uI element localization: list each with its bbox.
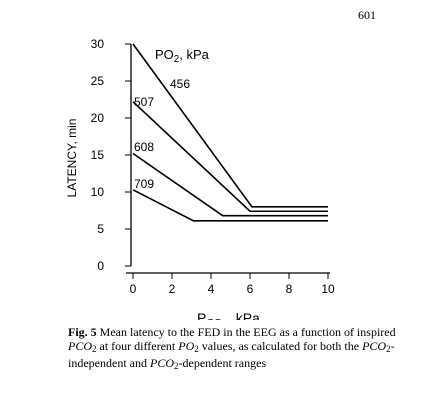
label-part: P	[197, 310, 206, 320]
caption: Fig. 5 Mean latency to the FED in the EE…	[68, 325, 408, 373]
caption-text: 2	[92, 344, 97, 354]
label-part: 2	[174, 54, 179, 65]
caption-text: P	[362, 339, 370, 353]
caption-line: Fig. 5 Mean latency to the FED in the EE…	[68, 325, 408, 339]
caption-line: independent and PCO2-dependent ranges	[68, 356, 408, 373]
caption-text: 2	[174, 361, 179, 371]
caption-text: P	[149, 356, 158, 370]
y-tick-label: 20	[91, 111, 105, 125]
caption-text: P	[68, 339, 76, 353]
series-label: 456	[170, 77, 190, 91]
y-tick-label: 10	[91, 185, 105, 199]
series-label: 709	[134, 177, 154, 191]
line	[132, 43, 328, 208]
label-part: CO	[206, 317, 222, 320]
caption-text: Mean latency to the FED in the EEG as a …	[96, 325, 396, 339]
x-tick-label: 6	[247, 282, 254, 296]
caption-text: independent and	[68, 356, 150, 370]
y-tick-label: 15	[91, 148, 105, 162]
line	[132, 101, 328, 213]
caption-text: Fig. 5	[68, 325, 97, 339]
y-axis-label: LATENCY, min	[65, 119, 79, 198]
caption-text: 2	[386, 344, 391, 354]
y-tick-label: 0	[97, 259, 104, 273]
label-part: , kPa	[228, 310, 260, 320]
caption-text: CO	[369, 339, 387, 353]
caption-line: PCO2 at four different PO2 values, as ca…	[68, 339, 408, 356]
caption-text: 2	[194, 344, 199, 354]
series-label: 608	[134, 140, 154, 154]
y-tick-label: 5	[97, 222, 104, 236]
label: PO2, kPa	[155, 47, 210, 65]
caption-text: CO	[75, 339, 93, 353]
page-number: 601	[358, 8, 376, 22]
label: PCO2, kPa	[197, 310, 260, 320]
caption-text: values, as calculated for both the	[198, 339, 363, 353]
y-tick-label: 25	[91, 74, 105, 88]
x-tick-label: 10	[321, 282, 335, 296]
caption-text: -	[390, 339, 395, 353]
line	[132, 152, 328, 217]
label-part: , kPa	[179, 47, 209, 62]
x-tick-label: 2	[169, 282, 176, 296]
series-label: 507	[134, 95, 154, 109]
x-tick-label: 0	[130, 282, 137, 296]
y-tick-label: 30	[91, 37, 105, 51]
caption-text: at four different	[96, 339, 179, 353]
x-tick-label: 8	[286, 282, 293, 296]
caption-text: P	[178, 339, 186, 353]
label-part: PO	[155, 47, 174, 62]
caption-text: -dependent ranges	[178, 356, 267, 370]
caption-text: CO	[157, 356, 174, 370]
caption-text: O	[185, 339, 195, 353]
line	[132, 189, 328, 222]
x-tick-label: 4	[208, 282, 215, 296]
